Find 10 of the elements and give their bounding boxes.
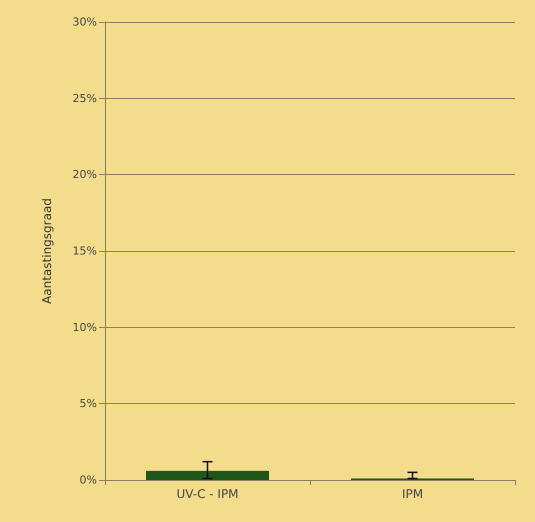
y-tick-label: 10% bbox=[72, 320, 97, 334]
y-tick-label: 30% bbox=[72, 16, 97, 28]
y-tick-label: 0% bbox=[80, 474, 97, 486]
y-axis-title: Aantastingsgraad bbox=[40, 198, 54, 304]
y-tick-label: 15% bbox=[72, 244, 97, 258]
y-tick-label: 5% bbox=[80, 397, 97, 410]
y-tick-label: 20% bbox=[72, 168, 97, 182]
y-tick-label: 25% bbox=[72, 92, 97, 105]
x-tick-label: IPM bbox=[402, 487, 424, 501]
x-tick-label: UV-C - IPM bbox=[176, 487, 239, 501]
